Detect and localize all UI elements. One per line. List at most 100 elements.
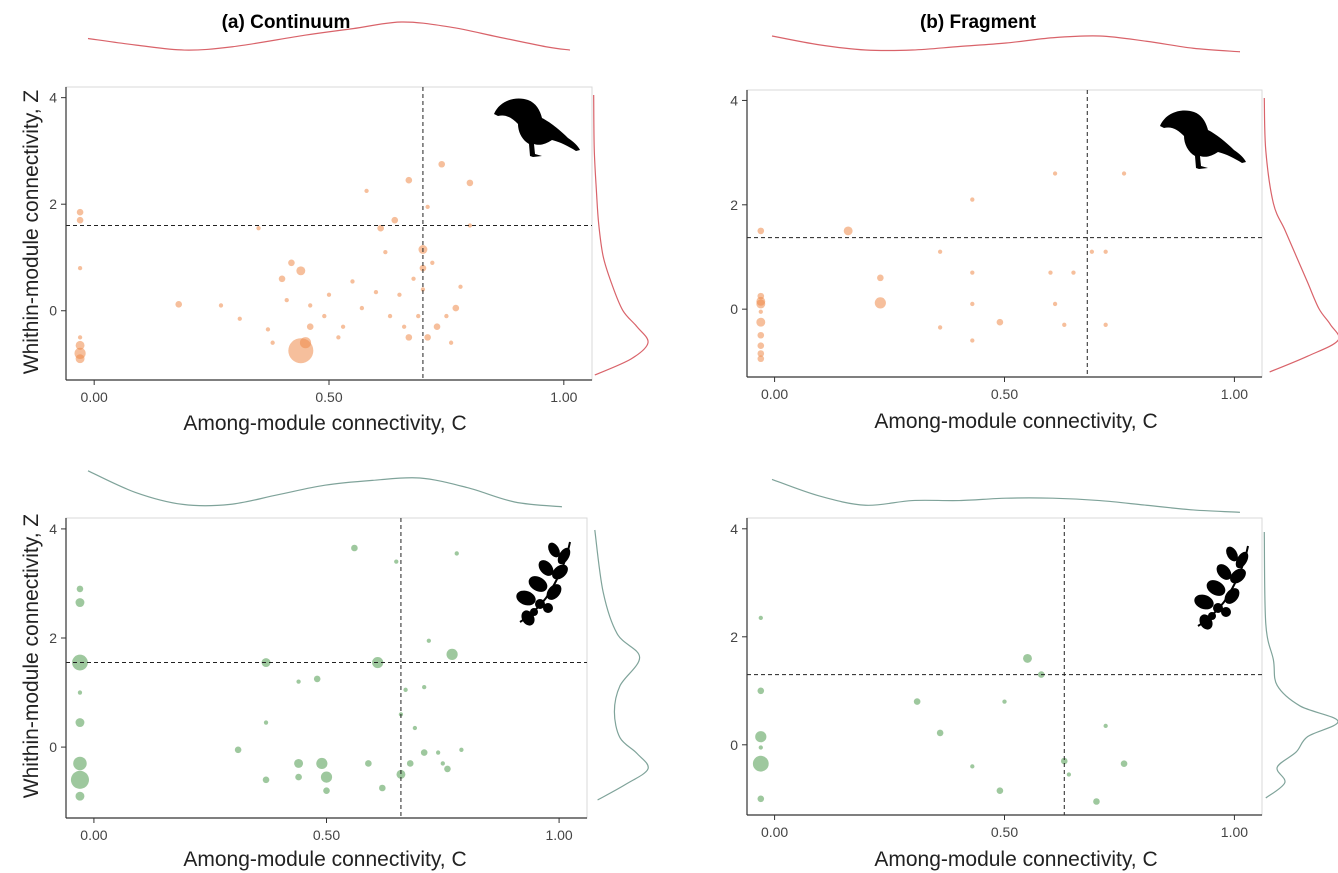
y-axis-title: Whithin-module connectivity, Z [20,514,43,799]
scatter-point-8 [218,303,224,308]
scatter-point-16 [970,270,975,275]
scatter-point-29 [422,684,427,690]
y-ticks: 0 2 4 [49,90,66,319]
scatter-point-44 [430,260,435,265]
scatter-point-12 [296,679,301,684]
x-ticks: 0.00 0.50 1.00 [761,815,1248,840]
scatter-point-8 [970,764,975,769]
y-ticks: 0 2 4 [730,521,747,753]
scatter-point-7 [936,729,944,737]
scatter-point-13 [278,275,286,283]
scatter-point-49 [452,304,460,312]
scatter-point-12 [874,297,886,309]
scatter-point-37 [459,747,464,752]
y-tick-label: 4 [730,521,738,537]
y-density-curve [1263,531,1338,799]
scatter-point-11 [1023,653,1032,663]
scatter-point-10 [1002,699,1007,704]
scatter-point-26 [1103,249,1108,254]
scatter-point-28 [373,289,379,295]
y-axis-title: Whithin-module connectivity, Z [20,90,43,375]
scatter-point-15 [970,197,975,202]
scatter-point-12 [270,340,275,345]
y-tick-label: 4 [730,92,738,108]
scatter-point-10 [256,226,261,231]
plant-branch-icon [1191,543,1252,633]
x-tick-label: 1.00 [1221,386,1248,402]
scatter-point-37 [411,276,416,281]
y-ticks: 0 2 4 [730,92,747,317]
x-ticks: 0.00 0.50 1.00 [80,818,573,843]
y-tick-label: 2 [49,196,57,212]
scatter-point-25 [1089,249,1095,254]
scatter-point-20 [306,323,314,331]
scatter-point-6 [75,354,85,364]
x-tick-label: 1.00 [550,389,577,405]
scatter-point-15 [1093,798,1100,805]
scatter-point-46 [438,160,446,168]
scatter-point-20 [365,760,372,767]
scatter-point-42 [424,334,431,341]
scatter-point-14 [937,325,943,330]
x-density-curve [771,478,1241,513]
x-axis-title: Among-module connectivity, C [183,412,466,435]
x-tick-label: 0.50 [991,824,1018,840]
scatter-points [70,544,464,801]
panel-birds-continuum: (a) Continuum 0.00 0.50 1.00 0 2 4 Among-mod… [20,12,649,435]
scatter-point-21 [1052,171,1058,176]
scatter-point-22 [326,292,332,297]
scatter-point-9 [757,355,765,363]
scatter-point-23 [1062,322,1067,327]
scatter-point-19 [996,318,1004,326]
scatter-point-11 [265,327,271,332]
scatter-point-13 [937,249,943,254]
x-tick-label: 1.00 [545,827,572,843]
bird-silhouette-icon [494,98,580,157]
scatter-point-19 [308,303,313,308]
scatter-point-15 [288,259,295,267]
scatter-point-7 [75,791,85,801]
scatter-point-0 [757,227,765,235]
plot-area [746,517,1263,816]
x-axis-title: Among-module connectivity, C [183,848,466,871]
scatter-point-48 [448,340,454,345]
scatter-point-7 [757,342,765,349]
scatter-point-47 [444,313,449,319]
scatter-point-28 [1121,171,1127,176]
x-tick-label: 0.00 [80,827,107,843]
scatter-point-2 [77,265,83,271]
scatter-point-8 [234,746,242,754]
scatter-point-11 [262,776,270,784]
y-tick-label: 2 [730,629,738,645]
scatter-point-27 [364,188,369,194]
scatter-point-14 [295,773,302,781]
panel-plants-fragment: 0.00 0.50 1.00 0 2 4 Among-module connectivi… [730,478,1338,871]
y-density-curve [594,529,649,801]
scatter-point-14 [1066,772,1072,777]
scatter-point-31 [387,313,393,319]
scatter-point-51 [466,179,474,187]
scatter-point-15 [313,675,321,683]
scatter-point-10 [843,226,853,236]
bird-silhouette-icon [1160,110,1246,169]
scatter-point-14 [284,297,289,303]
x-axis-title: Among-module connectivity, C [874,848,1157,871]
scatter-point-7 [175,301,183,308]
scatter-point-11 [877,274,884,282]
scatter-point-16 [316,757,328,770]
scatter-point-30 [426,638,431,643]
x-density-curve [87,470,563,508]
scatter-point-29 [377,224,384,232]
scatter-point-3 [77,335,83,340]
x-tick-label: 0.00 [761,824,788,840]
scatter-point-43 [425,204,430,210]
scatter-points [756,171,1127,363]
panel-plants-continuum: 0.00 0.50 1.00 0 2 4 Among-module connectivi… [20,470,649,871]
scatter-point-24 [1071,270,1076,275]
scatter-point-20 [1048,270,1053,275]
scatter-point-17 [320,771,333,783]
scatter-point-32 [435,750,441,755]
scatter-point-9 [237,316,242,321]
scatter-point-18 [970,301,975,307]
y-ticks: 0 2 4 [49,521,66,755]
